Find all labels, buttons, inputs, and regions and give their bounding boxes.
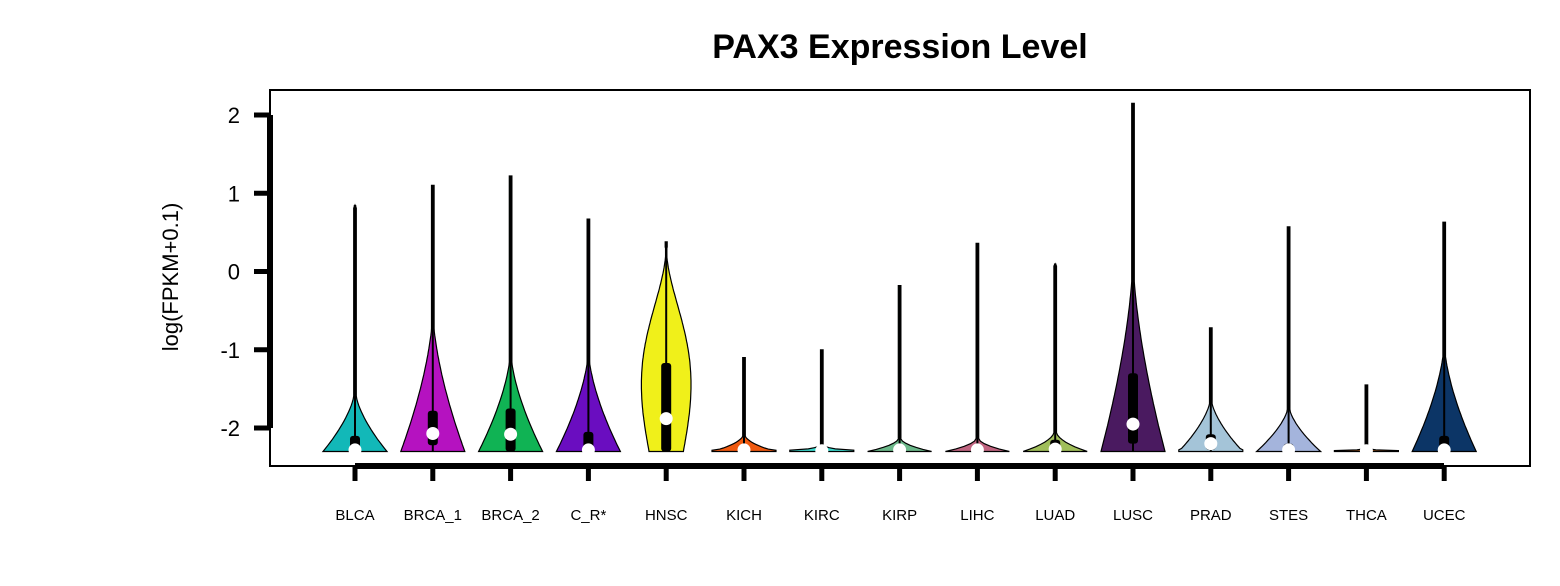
x-tick-label: KICH [726, 507, 762, 524]
violin-kich [711, 357, 777, 457]
x-tick-label: LUSC [1113, 507, 1153, 524]
violin-median-point [581, 443, 595, 457]
y-tick-label: -2 [220, 416, 240, 441]
y-ticks: 2 1 0 -1 -2 [220, 103, 270, 441]
violin-thca [1333, 384, 1399, 458]
violin-iqr-box [1128, 373, 1138, 444]
violin-stes [1255, 226, 1323, 457]
violin-median-point [348, 443, 362, 457]
violin-median-point [1126, 417, 1140, 431]
violin-median-point [1282, 443, 1296, 457]
violin-median-point [1359, 444, 1373, 458]
y-tick-label: -1 [220, 338, 240, 363]
violin-median-point [893, 443, 907, 457]
y-tick-label: 1 [228, 181, 240, 206]
violin-median-point [970, 443, 984, 457]
violin-brca-2 [477, 175, 544, 453]
chart-title: PAX3 Expression Level [712, 28, 1087, 66]
violin-median-point [737, 443, 751, 457]
violin-median-point [426, 426, 440, 440]
x-tick-label: UCEC [1423, 507, 1466, 524]
violin-median-point [815, 444, 829, 458]
x-tick-label: LUAD [1035, 507, 1075, 524]
violin-ucec [1411, 221, 1478, 457]
violin-median-point [1204, 437, 1218, 451]
violin-blca [321, 203, 389, 457]
violin-hnsc [640, 241, 692, 453]
violin-c-r- [555, 218, 622, 457]
violin-brca-1 [399, 184, 466, 453]
violin-luad [1022, 262, 1088, 456]
violin-median-point [1048, 442, 1062, 456]
x-tick-label: BRCA_1 [404, 507, 462, 524]
violin-median-point [659, 412, 673, 426]
x-tick-label: BLCA [335, 507, 374, 524]
x-tick-label: HNSC [645, 507, 688, 524]
violin-iqr-box [661, 363, 672, 452]
x-tick-label: BRCA_2 [481, 507, 539, 524]
y-axis-label: log(FPKM+0.1) [158, 203, 183, 352]
violin-lusc [1100, 102, 1166, 453]
violin-prad [1178, 327, 1244, 453]
x-tick-label: KIRP [882, 507, 917, 524]
y-tick-label: 0 [228, 260, 240, 285]
violin-median-point [1437, 443, 1451, 457]
violin-lihc [945, 242, 1010, 457]
x-tick-label: THCA [1346, 507, 1387, 524]
x-tick-label: PRAD [1190, 507, 1232, 524]
x-ticks: BLCA BRCA_1 BRCA_2 C_R* HNSC KICH KIRC KIRP LIHC… [335, 466, 1466, 524]
x-tick-label: LIHC [960, 507, 994, 524]
x-tick-label: STES [1269, 507, 1308, 524]
x-tick-label: C_R* [570, 507, 606, 524]
violin-median-point [504, 427, 518, 441]
y-tick-label: 2 [228, 103, 240, 128]
violins [321, 102, 1478, 458]
x-tick-label: KIRC [804, 507, 840, 524]
violin-kirc [789, 349, 855, 458]
violin-kirp [867, 285, 932, 457]
